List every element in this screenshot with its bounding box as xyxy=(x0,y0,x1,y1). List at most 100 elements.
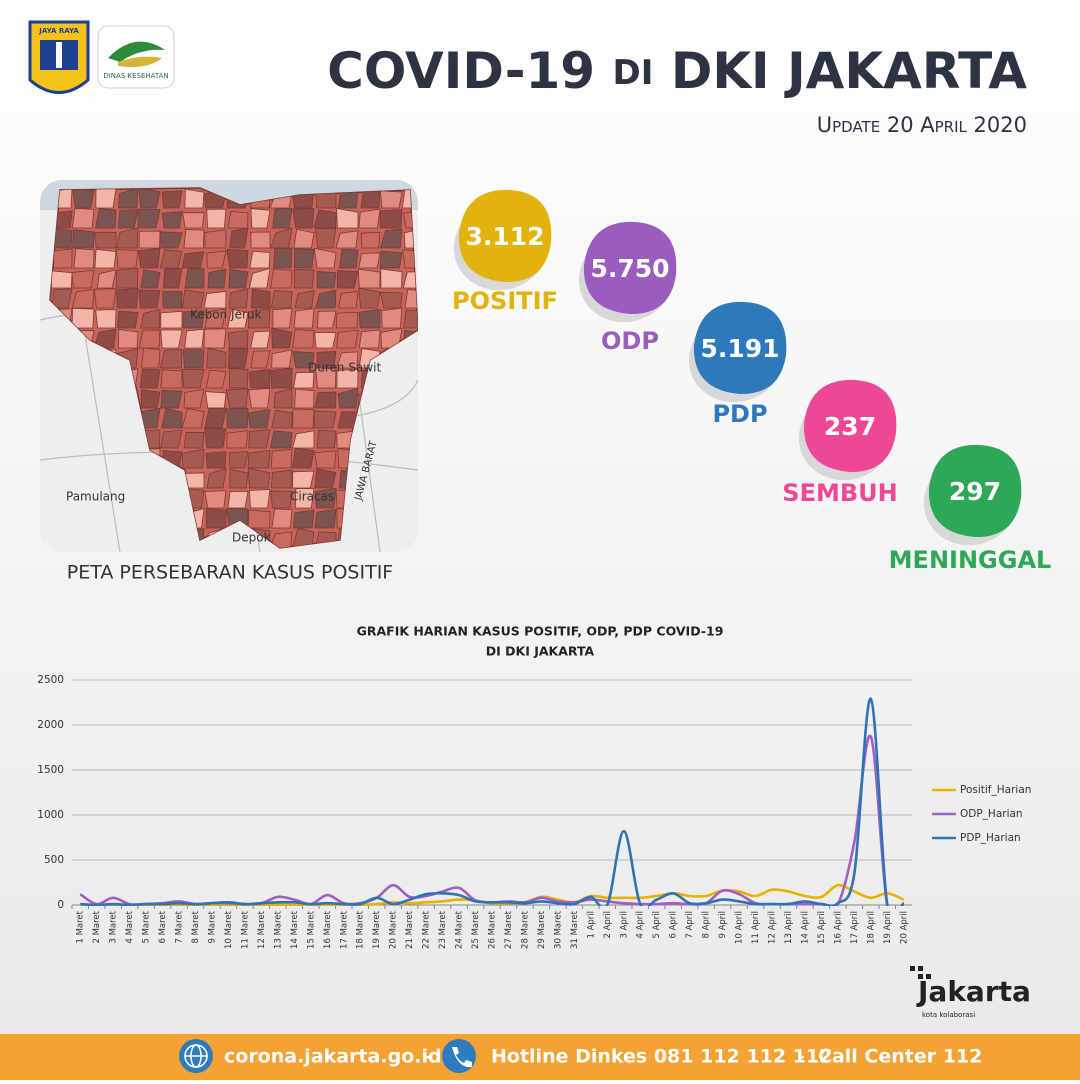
stat-label: PDP xyxy=(712,400,767,428)
x-tick-label: 18 April xyxy=(866,911,876,944)
x-tick-label: 24 Maret xyxy=(455,910,465,949)
x-tick-label: 19 Maret xyxy=(372,910,382,949)
x-tick-label: 13 Maret xyxy=(273,910,283,949)
map-label: Pamulang xyxy=(66,490,125,504)
x-tick-label: 30 Maret xyxy=(553,910,563,949)
x-tick-label: 2 April xyxy=(603,911,613,939)
x-tick-label: 26 Maret xyxy=(488,910,498,949)
x-tick-label: 20 April xyxy=(899,911,909,944)
footer-callcenter: Call Center 112 xyxy=(818,1046,982,1068)
y-tick-label: 0 xyxy=(57,899,64,911)
stat-blob xyxy=(458,189,552,283)
stat-value: 297 xyxy=(949,477,1001,506)
x-tick-label: 5 Maret xyxy=(142,910,152,943)
map-caption: PETA PERSEBARAN KASUS POSITIF xyxy=(67,562,393,584)
brand: Jakarta kota kolaborasi xyxy=(910,966,1031,1019)
x-tick-label: 4 April xyxy=(636,911,646,939)
x-tick-label: 12 April xyxy=(768,911,778,944)
stat-blob xyxy=(693,301,787,395)
x-tick-label: 10 Maret xyxy=(224,910,234,949)
stat-blob xyxy=(928,444,1022,538)
x-tick-label: 20 Maret xyxy=(389,910,399,949)
map: Kebon Jeruk Duren Sawit Pamulang Ciracas… xyxy=(40,180,418,552)
x-tick-label: 28 Maret xyxy=(520,910,530,949)
series-line xyxy=(80,697,906,906)
title-part: DI xyxy=(613,53,654,93)
x-tick-label: 8 April xyxy=(702,911,712,939)
stat-blob xyxy=(803,379,897,473)
x-tick-label: 29 Maret xyxy=(537,910,547,949)
chart-title: GRAFIK HARIAN KASUS POSITIF, ODP, PDP CO… xyxy=(357,624,724,639)
chart-subtitle: DI DKI JAKARTA xyxy=(486,644,595,659)
footer-separator: - xyxy=(797,1046,805,1068)
title-part: DKI JAKARTA xyxy=(671,42,1027,100)
x-tick-label: 18 Maret xyxy=(356,910,366,949)
x-tick-label: 6 Maret xyxy=(158,910,168,943)
x-tick-label: 8 Maret xyxy=(191,910,201,943)
y-tick-label: 1500 xyxy=(37,764,64,776)
x-tick-label: 31 Maret xyxy=(570,910,580,949)
x-tick-label: 11 Maret xyxy=(240,910,250,949)
x-tick-label: 1 Maret xyxy=(76,910,86,943)
title-part: COVID-19 xyxy=(327,42,595,100)
stat-value: 3.112 xyxy=(465,222,544,251)
footer-site[interactable]: corona.jakarta.go.id xyxy=(224,1046,442,1068)
brand-tagline: kota kolaborasi xyxy=(922,1011,975,1019)
x-tick-label: 15 Maret xyxy=(306,910,316,949)
legend-label: Positif_Harian xyxy=(960,784,1031,796)
phone-icon xyxy=(442,1039,476,1073)
stat-label: POSITIF xyxy=(452,287,558,315)
x-tick-label: 19 April xyxy=(883,911,893,944)
stat-label: ODP xyxy=(601,327,659,355)
x-tick-label: 10 April xyxy=(735,911,745,944)
y-tick-label: 2000 xyxy=(37,719,64,731)
x-tick-label: 3 Maret xyxy=(109,910,119,943)
x-tick-label: 14 April xyxy=(800,911,810,944)
stat-label: SEMBUH xyxy=(782,479,897,507)
x-tick-label: 21 Maret xyxy=(405,910,415,949)
legend-label: ODP_Harian xyxy=(960,808,1023,820)
x-tick-label: 22 Maret xyxy=(422,910,432,949)
x-tick-label: 12 Maret xyxy=(257,910,267,949)
x-tick-label: 7 Maret xyxy=(175,910,185,943)
stats: 3.112 POSITIF 5.750 ODP 5.191 PDP 237 SEMBUH 297… xyxy=(452,189,1052,574)
page-title: COVID-19 DI DKI JAKARTA xyxy=(327,42,1027,100)
x-tick-label: 17 Maret xyxy=(339,910,349,949)
map-label: Kebon Jeruk xyxy=(190,308,261,322)
map-label: Ciracas xyxy=(290,490,334,504)
logo-text: JAYA RAYA xyxy=(38,27,79,35)
x-tick-label: 2 Maret xyxy=(92,910,102,943)
footer-separator: - xyxy=(425,1046,433,1068)
legend-label: PDP_Harian xyxy=(960,832,1021,844)
y-tick-label: 500 xyxy=(44,854,64,866)
x-tick-label: 25 Maret xyxy=(471,910,481,949)
x-tick-label: 11 April xyxy=(751,911,761,944)
x-tick-label: 1 April xyxy=(586,911,596,939)
chart: GRAFIK HARIAN KASUS POSITIF, ODP, PDP CO… xyxy=(37,624,1031,949)
x-tick-label: 27 Maret xyxy=(504,910,514,949)
x-tick-label: 17 April xyxy=(850,911,860,944)
x-tick-label: 16 Maret xyxy=(323,910,333,949)
x-tick-label: 7 April xyxy=(685,911,695,939)
x-tick-label: 4 Maret xyxy=(125,910,135,943)
stat-value: 5.191 xyxy=(700,334,779,363)
stat-label: MENINGGAL xyxy=(889,546,1052,574)
x-tick-label: 9 Maret xyxy=(208,910,218,943)
x-tick-label: 16 April xyxy=(833,911,843,944)
stat-blob xyxy=(583,221,677,315)
stat-value: 5.750 xyxy=(590,254,669,283)
x-tick-label: 3 April xyxy=(619,911,629,939)
logo-text: DINAS KESEHATAN xyxy=(103,72,168,80)
x-tick-label: 5 April xyxy=(652,911,662,939)
brand-name: Jakarta xyxy=(916,975,1031,1008)
footer-hotline: Hotline Dinkes 081 112 112 112 xyxy=(491,1046,832,1068)
map-label: Depok xyxy=(232,531,271,545)
x-tick-label: 9 April xyxy=(718,911,728,939)
plot-lines xyxy=(79,697,906,906)
x-tick-label: 6 April xyxy=(669,911,679,939)
update-date: Update 20 April 2020 xyxy=(817,113,1027,137)
logo-jakarta: JAYA RAYA xyxy=(28,20,90,94)
logo-dinkes: DINAS KESEHATAN xyxy=(97,25,175,89)
